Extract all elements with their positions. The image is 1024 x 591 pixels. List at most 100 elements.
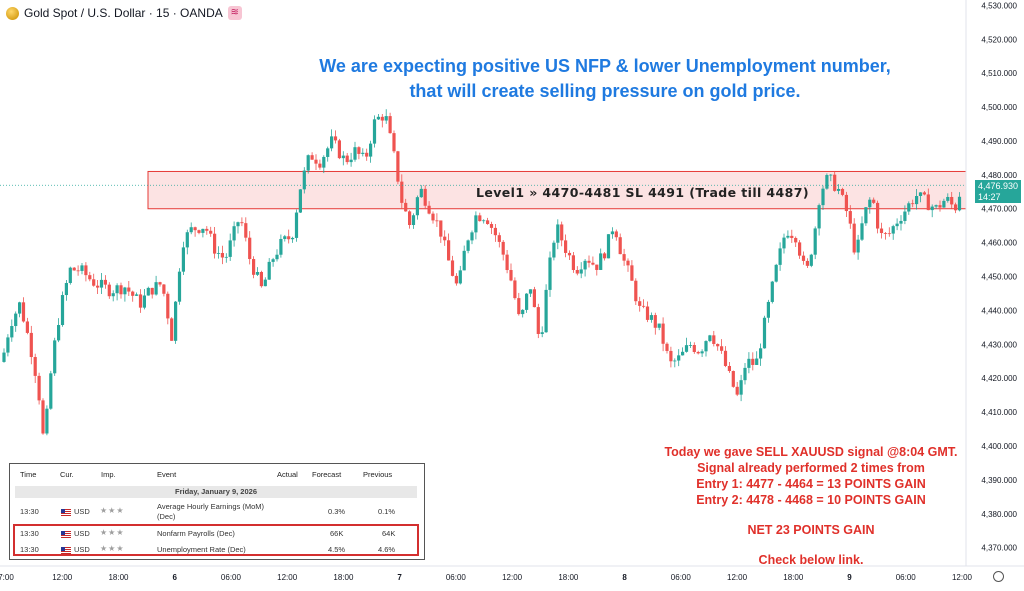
candle-body — [622, 254, 626, 261]
candle-body — [899, 220, 903, 224]
time-tick-label: 12:00 — [502, 573, 523, 582]
candle-body — [614, 231, 618, 238]
candle-body — [552, 242, 556, 258]
candle-body — [33, 357, 37, 376]
candle-body — [392, 133, 396, 152]
time-tick-label: 7 — [397, 573, 402, 582]
candle-body — [684, 345, 689, 352]
candle-body — [80, 265, 84, 271]
candle-body — [333, 136, 338, 141]
candle-body — [142, 295, 146, 308]
candle-body — [805, 260, 809, 266]
candle-body — [244, 223, 248, 238]
candle-body — [587, 260, 591, 263]
candle-body — [88, 275, 92, 280]
candle-body — [950, 196, 954, 205]
candle-body — [528, 289, 533, 294]
row-previous: 0.1% — [378, 507, 396, 516]
row-event: Average Hourly Earnings (MoM) — [157, 502, 264, 511]
candle-body — [474, 215, 478, 233]
row-currency: USD — [61, 529, 90, 538]
candle-body — [158, 282, 162, 285]
gear-icon[interactable] — [993, 571, 1004, 582]
candle-body — [306, 155, 310, 171]
candle-body — [579, 269, 583, 274]
candle-body — [525, 293, 529, 310]
candle-body — [415, 197, 419, 216]
zone-label: Level1 » 4470-4481 SL 4491 (Trade till 4… — [476, 185, 809, 200]
supply-zone[interactable] — [147, 170, 967, 210]
candle-body — [856, 239, 860, 253]
candle-body — [915, 196, 919, 205]
candle-body — [365, 152, 369, 157]
signal-annotation: Today we gave SELL XAUUSD signal @8:04 G… — [646, 444, 976, 568]
candle-body — [275, 254, 279, 260]
candle-body — [252, 259, 256, 275]
candle-body — [361, 152, 365, 154]
candle-body — [400, 181, 404, 203]
price-tick-label: 4,530.000 — [981, 1, 1017, 10]
candle-body — [852, 223, 856, 253]
row-forecast: 66K — [330, 529, 344, 538]
candle-body — [291, 237, 295, 240]
candle-body — [486, 220, 490, 225]
candle-body — [287, 236, 291, 240]
candle-body — [18, 302, 22, 314]
candle-body — [794, 237, 798, 243]
candle-body — [45, 408, 49, 434]
candle-body — [926, 194, 930, 211]
candle-body — [813, 228, 817, 255]
candle-body — [411, 215, 416, 226]
candle-body — [887, 233, 891, 235]
candle-body — [872, 199, 876, 203]
candle-body — [150, 287, 154, 295]
candle-body — [708, 335, 712, 342]
candle-body — [829, 174, 833, 176]
candle-body — [115, 285, 119, 294]
row-previous: 64K — [382, 529, 396, 538]
time-tick-label: 12:00 — [727, 573, 748, 582]
candle-body — [189, 227, 193, 233]
candle-body — [739, 380, 743, 395]
candle-body — [447, 240, 451, 261]
price-tick-label: 4,370.000 — [981, 544, 1017, 553]
candle-body — [489, 224, 494, 228]
candle-body — [330, 136, 334, 149]
candle-body — [111, 293, 115, 297]
candle-body — [895, 223, 899, 227]
candle-body — [431, 213, 435, 221]
candle-body — [716, 343, 720, 347]
time-tick-label: 06:00 — [446, 573, 467, 582]
candle-body — [193, 227, 197, 231]
price-tick-label: 4,450.000 — [981, 273, 1017, 282]
candle-body — [57, 325, 61, 341]
candle-body — [954, 204, 958, 211]
col-time: Time — [20, 470, 37, 479]
row-event-period: (Dec) — [157, 512, 176, 521]
candle-body — [840, 188, 845, 195]
candle-body — [107, 284, 111, 297]
candle-body — [786, 235, 790, 238]
price-tick-label: 4,510.000 — [981, 69, 1017, 78]
candle-body — [29, 332, 33, 358]
candle-body — [809, 254, 813, 266]
candle-body — [131, 291, 135, 296]
symbol-header[interactable]: Gold Spot / U.S. Dollar · 15 · OANDA ≋ — [6, 6, 242, 20]
time-tick-label: 12:00 — [277, 573, 298, 582]
candle-body — [762, 317, 767, 349]
candle-body — [583, 260, 587, 270]
candle-body — [10, 326, 14, 338]
candle-body — [821, 188, 825, 206]
candle-body — [454, 275, 458, 284]
candle-body — [123, 287, 127, 295]
candle-body — [205, 228, 209, 231]
candle-body — [14, 313, 18, 327]
time-tick-label: 18:00 — [108, 573, 129, 582]
candle-body — [138, 294, 143, 308]
replay-icon[interactable]: ≋ — [227, 6, 242, 20]
candle-body — [747, 358, 751, 368]
candle-body — [638, 301, 642, 306]
row-forecast: 0.3% — [328, 507, 346, 516]
candle-body — [517, 298, 521, 315]
row-time: 13:30 — [20, 545, 39, 554]
